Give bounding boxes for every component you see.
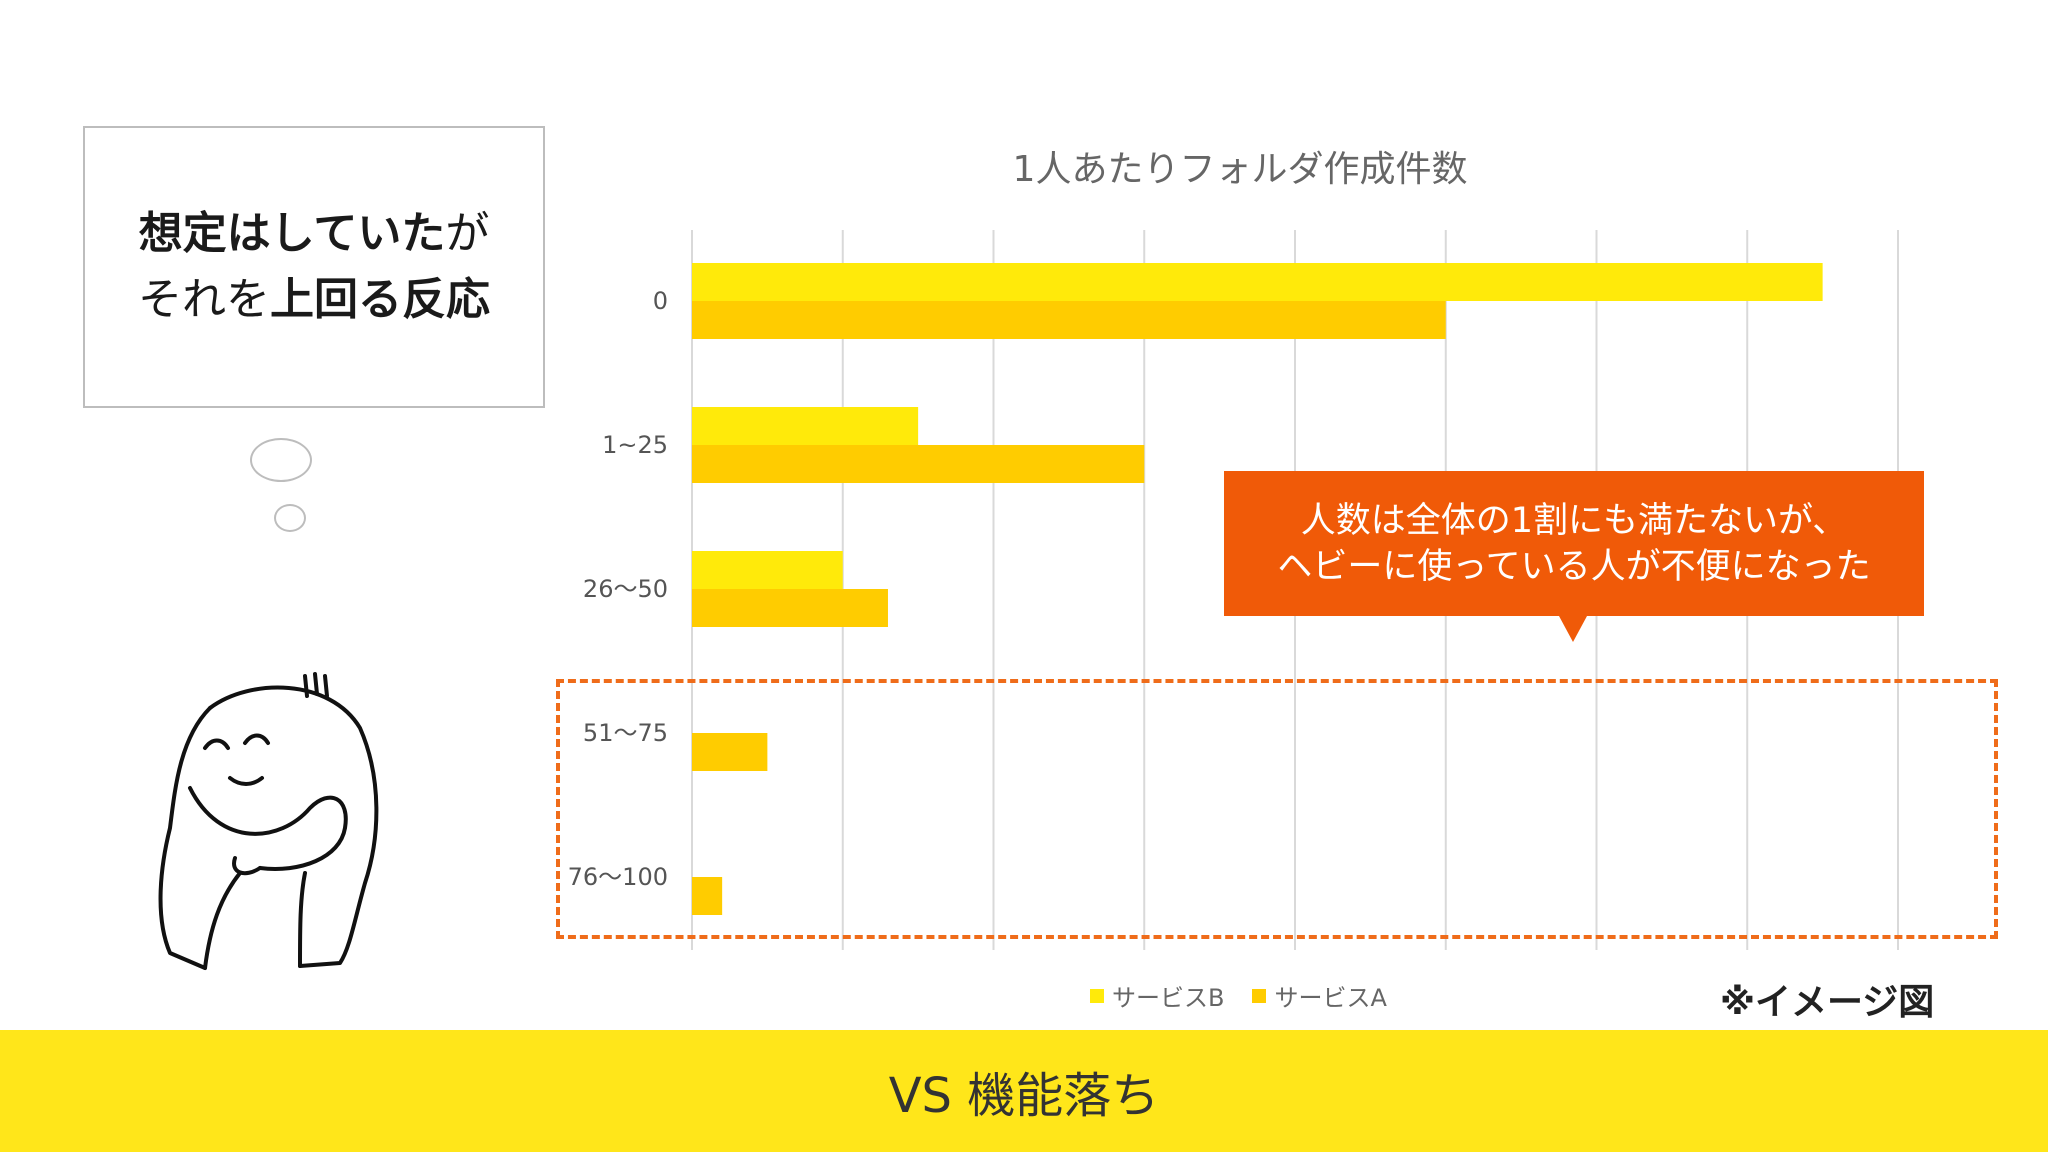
legend-label-service-b: サービスB (1112, 984, 1225, 1012)
bar-service-b (692, 263, 1823, 301)
chart-title: 1人あたりフォルダ作成件数 (1012, 149, 1468, 190)
bar-service-a (692, 733, 768, 771)
legend-item-service-b: サービスB (1090, 978, 1224, 1013)
thought-bubble-small (274, 504, 306, 532)
worried-character-illustration (158, 672, 379, 970)
category-label: 51〜75 (583, 719, 668, 747)
category-label: 26〜50 (583, 575, 668, 603)
legend-swatch-service-b (1090, 988, 1104, 1003)
thought-line-1: 想定はしていたが (139, 201, 490, 267)
callout-box: 人数は全体の1割にも満たないが、 ヘビーに使っている人が不便になった (1224, 471, 1924, 616)
bar-service-b (692, 551, 843, 589)
category-label: 1~25 (602, 431, 668, 459)
thought-tail-1: が (445, 208, 490, 259)
thought-box: 想定はしていたが それを上回る反応 (83, 126, 545, 408)
thought-bold-2: 上回る反応 (270, 274, 490, 325)
legend-item-service-a: サービスA (1252, 978, 1387, 1013)
bar-service-a (692, 589, 888, 627)
chart-legend: サービスB サービスA (1090, 978, 1387, 1013)
thought-bubble-large (250, 438, 312, 482)
thought-bold-1: 想定はしていた (138, 208, 446, 259)
bar-service-a (692, 301, 1446, 339)
legend-swatch-service-a (1252, 988, 1267, 1003)
category-label: 0 (653, 287, 668, 315)
callout-line-2: ヘビーに使っている人が不便になった (1277, 546, 1871, 587)
thought-head-2: それを (138, 274, 270, 325)
bar-service-a (692, 877, 723, 915)
callout-tail (1559, 616, 1587, 642)
category-label: 76〜100 (568, 863, 668, 891)
thought-line-2: それを上回る反応 (138, 267, 490, 333)
callout-line-1: 人数は全体の1割にも満たないが、 (1300, 500, 1848, 541)
legend-label-service-a: サービスA (1274, 984, 1387, 1012)
bar-service-b (692, 407, 919, 445)
footer-text: VS 機能落ち (888, 1068, 1160, 1124)
bar-service-a (692, 445, 1145, 483)
image-note: ※イメージ図 (1720, 982, 1935, 1023)
highlight-box (556, 679, 1998, 939)
footer-banner: VS 機能落ち (0, 1030, 2048, 1152)
